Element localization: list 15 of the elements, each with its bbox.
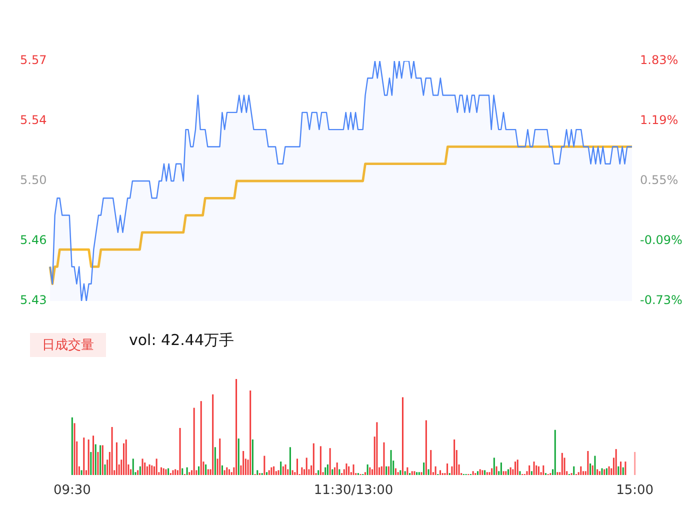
y2-tick-label: -0.73% xyxy=(640,293,682,308)
y-tick-label: 5.46 xyxy=(20,233,47,248)
y2-tick-label: 1.19% xyxy=(640,113,678,128)
x-tick-label: 09:30 xyxy=(53,483,91,498)
text: vol: 42.44万手 xyxy=(129,331,234,350)
y-tick-label: 5.54 xyxy=(20,113,47,128)
y-tick-label: 5.57 xyxy=(20,53,47,68)
x-tick-label: 15:00 xyxy=(616,483,654,498)
x-tick-label: 11:30/13:00 xyxy=(314,483,394,498)
text: 日成交量 xyxy=(30,333,106,357)
y2-tick-label: 0.55% xyxy=(640,173,678,188)
y-tick-label: 5.50 xyxy=(20,173,47,188)
y2-tick-label: -0.09% xyxy=(640,233,682,248)
y2-tick-label: 1.83% xyxy=(640,53,678,68)
y-tick-label: 5.43 xyxy=(20,293,47,308)
